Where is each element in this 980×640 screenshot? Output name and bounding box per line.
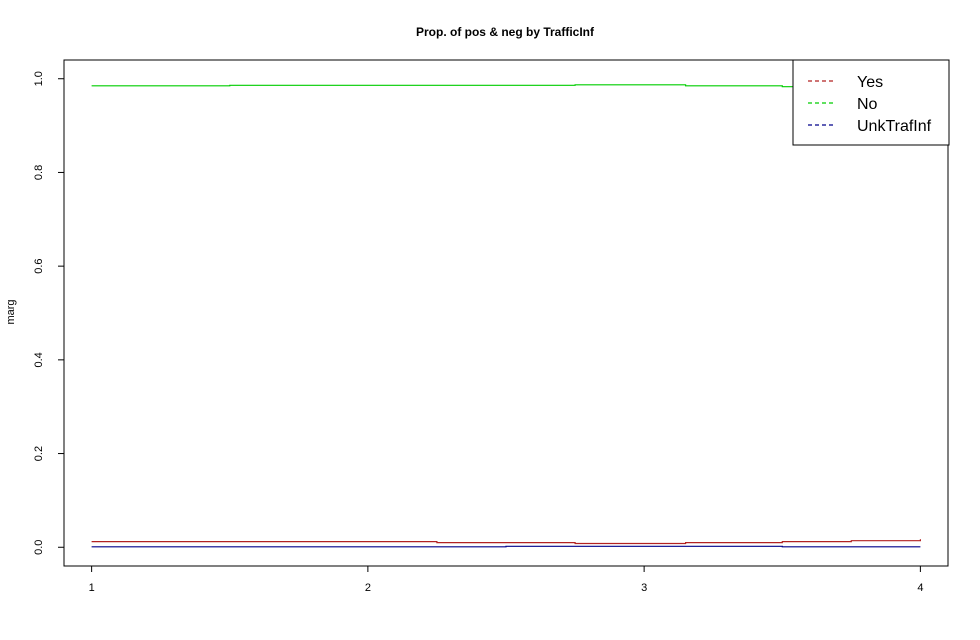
x-tick-label: 3 xyxy=(641,582,647,594)
y-tick-label: 0.8 xyxy=(33,165,45,180)
y-tick-label: 0.0 xyxy=(33,540,45,555)
legend-entry: Yes xyxy=(857,74,883,91)
x-tick-label: 2 xyxy=(365,582,371,594)
y-tick-label: 0.6 xyxy=(33,258,45,273)
y-tick-label: 0.4 xyxy=(33,352,45,367)
series-line-yes xyxy=(91,539,921,545)
plot-frame xyxy=(63,59,949,567)
y-tick-label: 1.0 xyxy=(33,71,45,86)
legend-entry: No xyxy=(857,96,878,113)
series-line-unktrafinf xyxy=(91,545,921,548)
x-tick-label: 4 xyxy=(917,582,923,594)
legend-entry: UnkTrafInf xyxy=(857,118,932,135)
chart-title: Prop. of pos & neg by TrafficInf xyxy=(416,25,595,39)
legend: Yes No UnkTrafInf xyxy=(792,59,950,146)
y-axis-label: marg xyxy=(5,299,17,324)
x-tick-label: 1 xyxy=(89,582,95,594)
axes: 1 2 3 4 0.0 0.2 0.4 0.6 0.8 1.0 xyxy=(33,71,923,594)
y-tick-label: 0.2 xyxy=(33,446,45,461)
series-group xyxy=(91,84,921,548)
